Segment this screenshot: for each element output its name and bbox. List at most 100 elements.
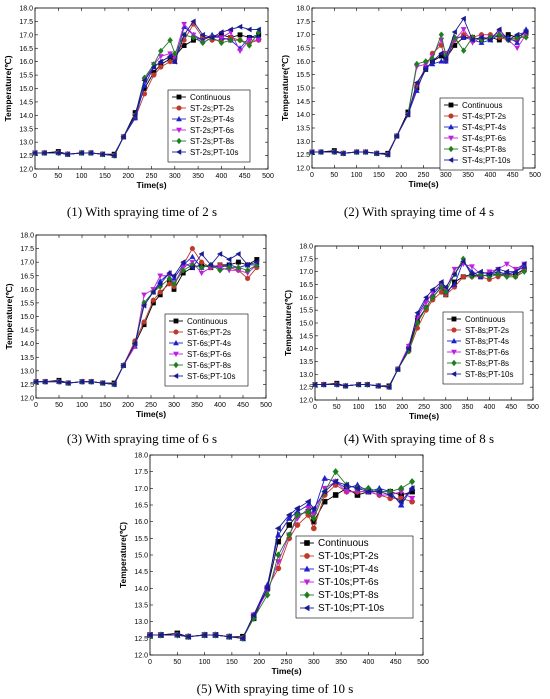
- x-tick-label: 0: [310, 172, 314, 179]
- legend-marker: [451, 316, 457, 322]
- data-point: [264, 591, 271, 599]
- legend-marker: [448, 123, 454, 130]
- x-tick-label: 50: [54, 173, 62, 180]
- data-point: [523, 29, 529, 35]
- data-point: [409, 478, 416, 486]
- data-point: [235, 259, 241, 265]
- data-point: [496, 31, 503, 38]
- data-point: [332, 492, 339, 498]
- data-point: [521, 268, 528, 275]
- data-point: [237, 32, 243, 38]
- data-point: [413, 79, 420, 86]
- y-tick-label: 16.5: [20, 273, 34, 280]
- data-point: [477, 268, 483, 275]
- x-tick-label: 500: [262, 173, 274, 180]
- data-point: [250, 611, 257, 619]
- data-point: [414, 60, 420, 68]
- data-point: [408, 485, 415, 492]
- legend-marker: [450, 371, 457, 377]
- data-point: [41, 150, 47, 156]
- data-point: [514, 39, 521, 45]
- data-point: [158, 64, 164, 70]
- data-point: [237, 36, 243, 44]
- data-point: [189, 253, 196, 259]
- x-tick-label: 400: [485, 172, 497, 179]
- data-point: [217, 267, 223, 274]
- x-tick-label: 350: [192, 173, 204, 180]
- data-point: [503, 261, 510, 268]
- y-tick-label: 14.5: [20, 328, 34, 335]
- y-tick-label: 13.5: [299, 359, 313, 366]
- x-tick-label: 50: [55, 402, 63, 409]
- legend-entry: ST-4s;PT-10s: [462, 156, 510, 165]
- data-point: [235, 251, 241, 257]
- data-point: [317, 149, 324, 155]
- legend-entry: ST-10s;PT-2s: [318, 551, 379, 562]
- y-tick-label: 18.0: [296, 6, 310, 13]
- y-tick-label: 13.5: [296, 126, 310, 133]
- data-point: [321, 474, 328, 481]
- data-point: [236, 23, 243, 30]
- legend-entry: ST-6s;PT-10s: [187, 372, 235, 381]
- data-point: [512, 273, 519, 281]
- data-point: [286, 522, 292, 528]
- x-tick-label: 300: [440, 404, 452, 411]
- data-point: [305, 508, 312, 516]
- legend-marker: [173, 351, 179, 358]
- data-point: [120, 362, 126, 369]
- x-tick-label: 200: [253, 659, 265, 666]
- data-point: [198, 264, 205, 271]
- legend-marker: [304, 553, 310, 559]
- y-tick-label: 16.5: [299, 282, 313, 289]
- data-point: [157, 289, 163, 295]
- data-point: [198, 251, 204, 257]
- data-point: [246, 37, 253, 44]
- data-point: [227, 36, 234, 44]
- data-point: [414, 319, 421, 327]
- x-tick-label: 150: [373, 172, 385, 179]
- chart-panel-1: 0 50 100 150 200 250 300 350 400 450 500 12.0 12.5 13…: [3, 6, 274, 220]
- data-point: [293, 505, 300, 512]
- legend-marker: [173, 318, 179, 324]
- x-tick-label: 0: [313, 404, 317, 411]
- x-tick-label: 300: [440, 172, 452, 179]
- data-point: [304, 498, 311, 505]
- data-point: [460, 47, 467, 54]
- data-point: [451, 266, 458, 273]
- data-point: [505, 37, 511, 43]
- y-tick-label: 12.0: [299, 398, 313, 405]
- legend-entry: ST-6s;PT-2s: [187, 328, 231, 337]
- y-tick-label: 18.0: [134, 453, 148, 460]
- data-point: [141, 292, 147, 298]
- x-tick-label: 150: [99, 173, 111, 180]
- data-point: [226, 264, 232, 271]
- x-tick-label: 250: [418, 404, 430, 411]
- y-tick-label: 12.5: [19, 153, 33, 160]
- data-point: [451, 271, 457, 278]
- data-point: [181, 21, 188, 28]
- data-point: [429, 294, 436, 301]
- y-tick-label: 13.0: [134, 619, 148, 626]
- data-point: [451, 281, 458, 287]
- legend: Continuous ST-6s;PT-2s ST-6s;PT-4s ST-6s;PT…: [164, 313, 249, 387]
- legend-entry: ST-6s;PT-8s: [187, 361, 231, 370]
- x-tick-label: 450: [390, 659, 402, 666]
- data-point: [404, 111, 411, 118]
- x-tick-label: 500: [260, 402, 272, 409]
- y-tick-label: 16.0: [19, 59, 33, 66]
- y-tick-label: 12.0: [19, 167, 33, 174]
- y-tick-label: 16.0: [134, 519, 148, 526]
- legend-marker: [448, 113, 454, 119]
- data-point: [438, 58, 445, 64]
- data-point: [362, 149, 368, 155]
- data-point: [157, 281, 163, 287]
- data-point: [443, 288, 449, 296]
- data-point: [460, 34, 467, 40]
- data-point: [180, 267, 186, 274]
- y-tick-label: 15.0: [299, 321, 313, 328]
- data-point: [384, 151, 391, 158]
- data-point: [397, 501, 405, 508]
- chart-panel-2: 0 50 100 150 200 250 300 350 400 450 500 12.0 12.5 13…: [280, 6, 541, 220]
- data-point: [255, 37, 262, 44]
- y-tick-label: 17.5: [19, 19, 33, 26]
